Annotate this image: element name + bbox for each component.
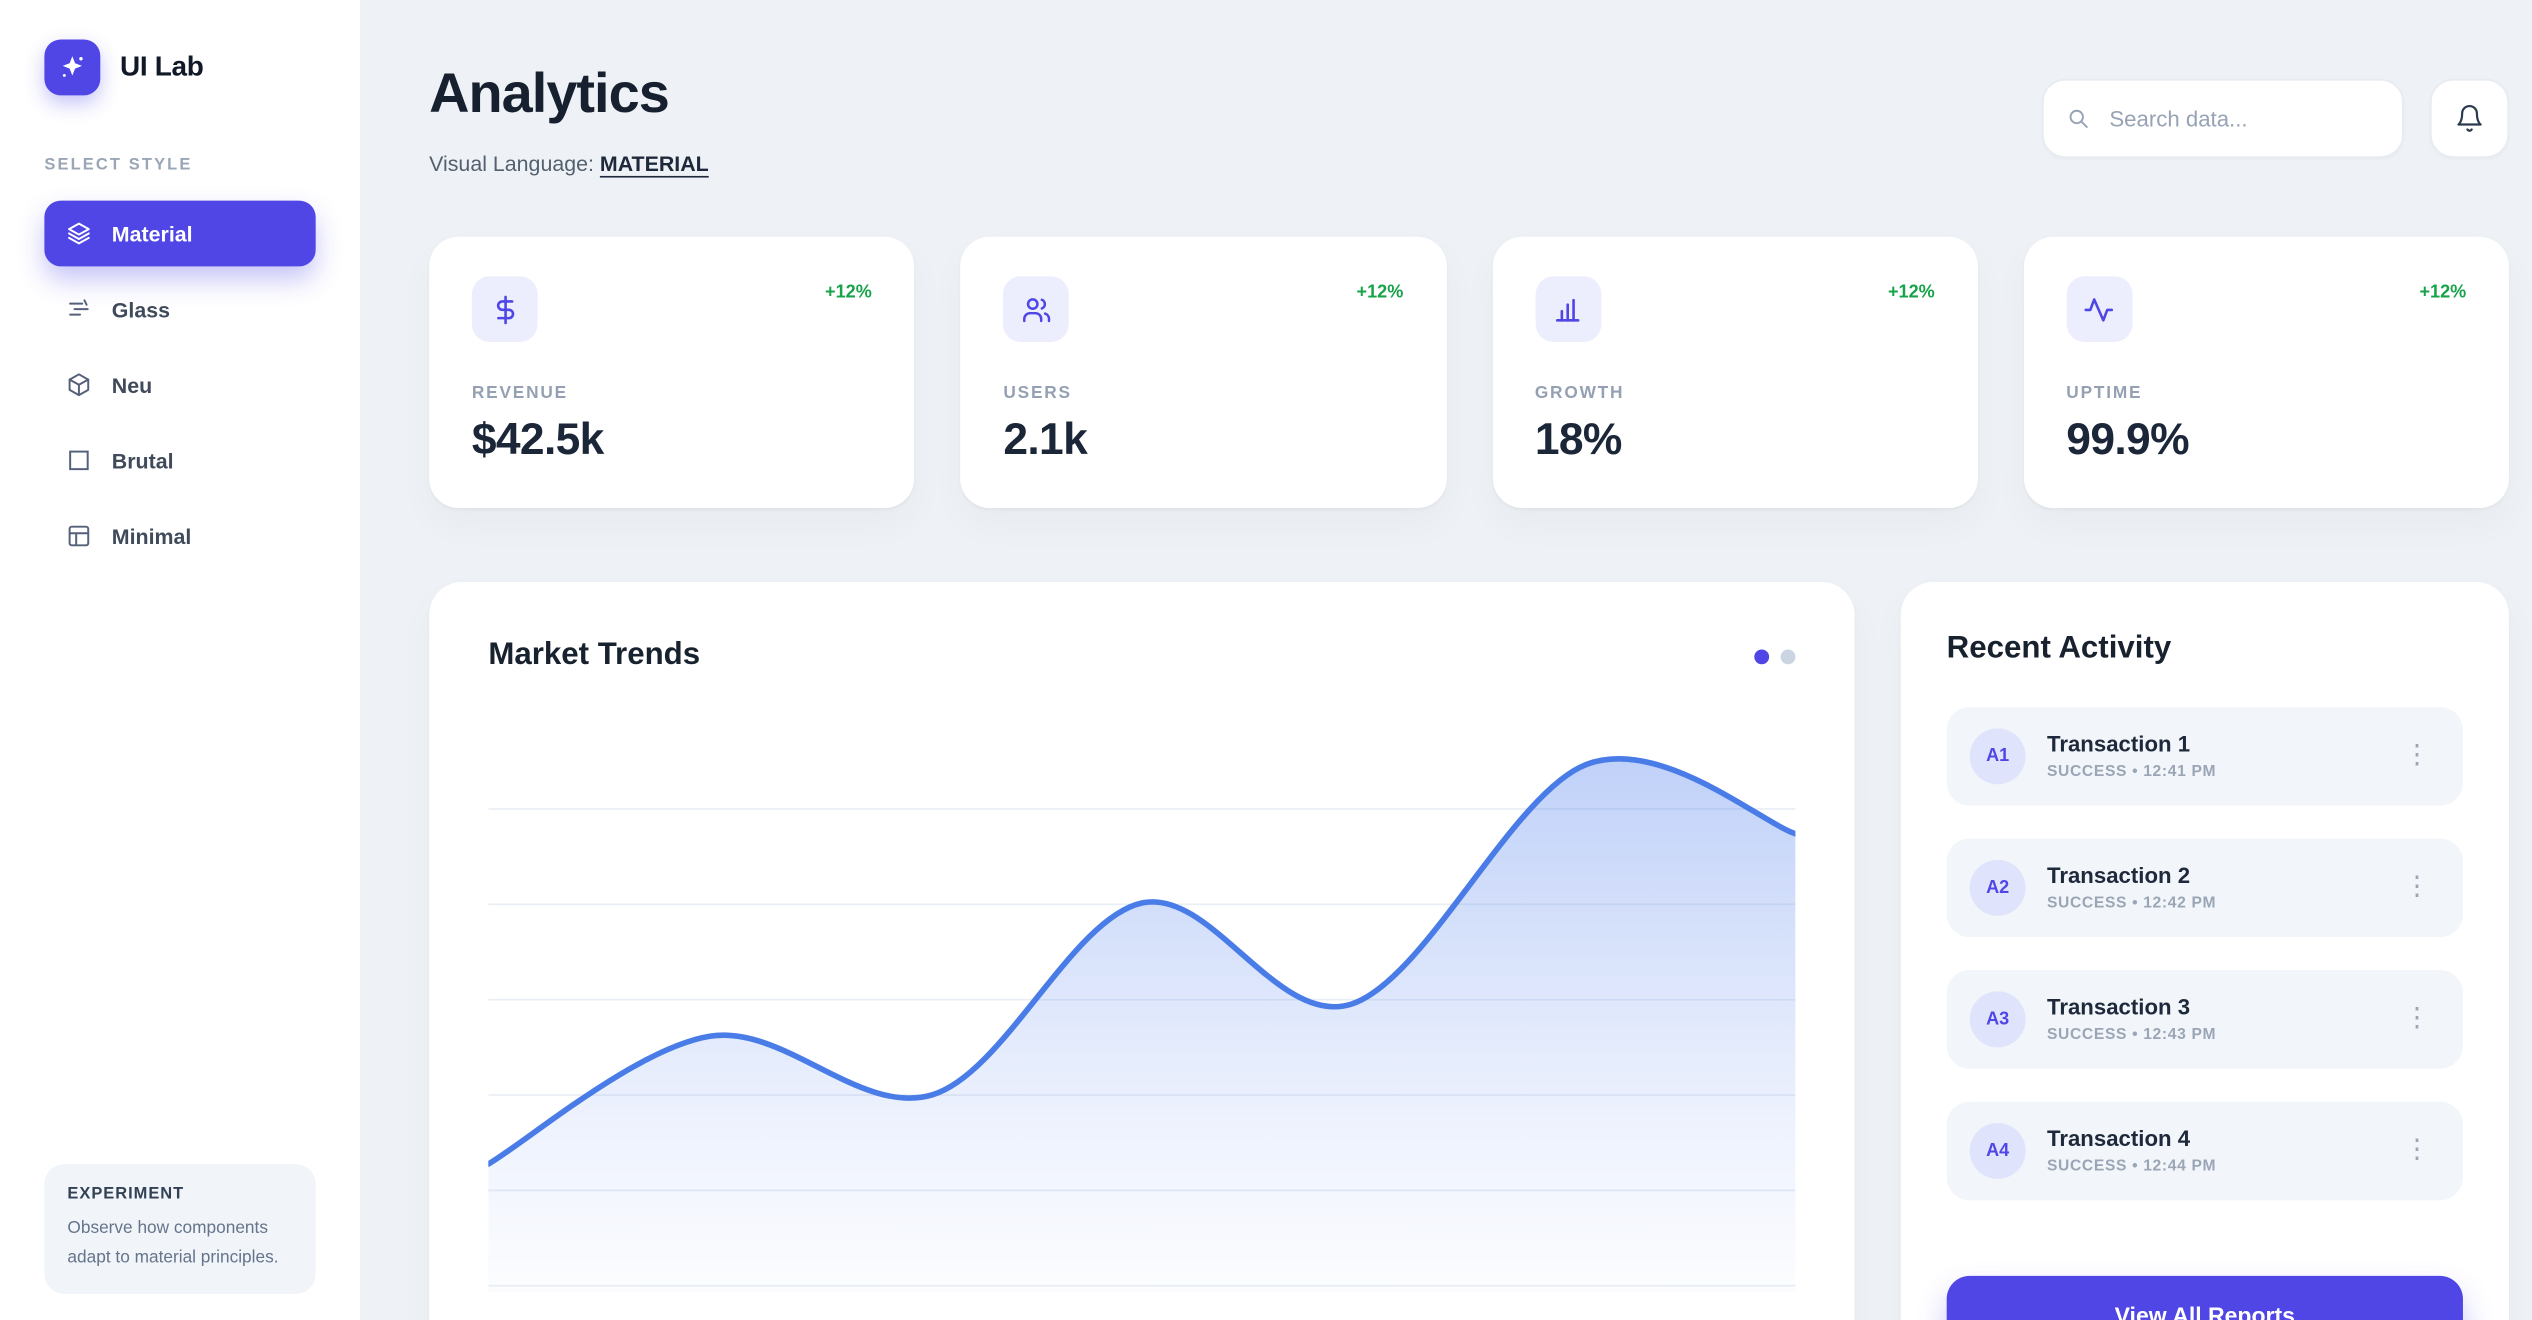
square-icon <box>69 450 89 471</box>
visual-language-link[interactable]: MATERIAL <box>599 151 709 176</box>
item-text: Transaction 1 SUCCESS • 12:41 PM <box>2047 732 2216 781</box>
transaction-title: Transaction 3 <box>2046 994 2191 1020</box>
avatar: A3 <box>1969 991 2026 1048</box>
topbar: Analytics Visual Language: MATERIAL <box>429 62 2509 176</box>
brand: UI Lab <box>44 39 315 96</box>
chart-area-fill <box>488 758 1796 1293</box>
notifications-button[interactable] <box>2430 78 2509 158</box>
nav-label: Minimal <box>111 523 192 549</box>
stat-delta: +12% <box>1356 282 1404 303</box>
kebab-menu-icon[interactable]: ⋮ <box>2394 737 2440 776</box>
item-text: Transaction 2 SUCCESS • 12:42 PM <box>2047 863 2216 912</box>
chart-area <box>488 720 1796 1293</box>
sidebar-item-brutal[interactable]: Brutal <box>44 427 315 493</box>
avatar: A4 <box>1969 1122 2026 1179</box>
list-item: A3 Transaction 3 SUCCESS • 12:43 PM ⋮ <box>1946 970 2463 1069</box>
stat-value: 99.9% <box>2066 414 2189 464</box>
transaction-title: Transaction 1 <box>2046 731 2191 757</box>
transaction-meta: SUCCESS • 12:42 PM <box>2046 894 2217 913</box>
transaction-meta: SUCCESS • 12:44 PM <box>2046 1157 2217 1176</box>
stat-value: 18% <box>1534 414 1623 464</box>
transaction-meta: SUCCESS • 12:41 PM <box>2046 762 2217 781</box>
nav-label: Material <box>111 221 193 246</box>
transaction-title: Transaction 4 <box>2046 1126 2191 1151</box>
stat-value: 2.1k <box>1003 414 1088 464</box>
dollar-icon <box>471 276 538 342</box>
page-heading: Analytics Visual Language: MATERIAL <box>429 62 709 175</box>
top-actions <box>2042 78 2509 158</box>
stat-label: REVENUE <box>471 383 569 403</box>
experiment-title: EXPERIMENT <box>67 1186 185 1205</box>
search-input[interactable] <box>2106 104 2380 133</box>
subtitle-prefix: Visual Language: <box>429 151 600 176</box>
market-trends-card: Market Trends <box>429 582 1855 1320</box>
sparkle-icon <box>62 56 83 77</box>
stat-card-users: +12% USERS 2.1k <box>960 236 1447 509</box>
bell-icon <box>2457 105 2482 132</box>
sidebar-item-neu[interactable]: Neu <box>44 352 315 418</box>
carousel-dot[interactable] <box>1780 648 1796 664</box>
stat-value: $42.5k <box>471 414 604 464</box>
kebab-menu-icon[interactable]: ⋮ <box>2394 868 2440 907</box>
stat-card-growth: +12% GROWTH 18% <box>1492 236 1978 509</box>
kebab-menu-icon[interactable]: ⋮ <box>2394 1000 2440 1039</box>
nav-label: Glass <box>111 296 171 322</box>
item-text: Transaction 4 SUCCESS • 12:44 PM <box>2047 1126 2216 1175</box>
stat-delta: +12% <box>2419 282 2467 303</box>
stat-label: USERS <box>1003 383 1072 403</box>
market-trends-title: Market Trends <box>488 637 701 673</box>
market-trends-chart <box>488 756 1796 1293</box>
sidebar-item-minimal[interactable]: Minimal <box>44 503 315 569</box>
stat-label: UPTIME <box>2066 383 2143 403</box>
stat-delta: +12% <box>825 282 872 303</box>
transaction-meta: SUCCESS • 12:43 PM <box>2046 1025 2217 1045</box>
carousel-dots <box>1754 648 1796 664</box>
style-nav: Material Glass Neu Brutal <box>44 200 316 569</box>
content-row: Market Trends <box>429 582 2509 1320</box>
stat-card-uptime: +12% UPTIME 99.9% <box>2023 236 2509 509</box>
carousel-dot[interactable] <box>1754 648 1770 664</box>
transaction-title: Transaction 2 <box>2046 863 2191 888</box>
search-icon <box>2069 109 2088 128</box>
page-title: Analytics <box>429 62 670 125</box>
users-icon <box>1003 276 1070 342</box>
stats-row: +12% REVENUE $42.5k +12% USERS 2.1k <box>429 236 2509 509</box>
logo-icon <box>44 39 101 96</box>
glass-icon <box>69 299 89 316</box>
list-item: A1 Transaction 1 SUCCESS • 12:41 PM ⋮ <box>1946 706 2463 806</box>
list-item: A2 Transaction 2 SUCCESS • 12:42 PM ⋮ <box>1946 838 2463 938</box>
sidebar-section-label: SELECT STYLE <box>44 156 193 175</box>
layout-icon <box>68 525 90 547</box>
list-item: A4 Transaction 4 SUCCESS • 12:44 PM ⋮ <box>1946 1101 2463 1201</box>
layers-icon <box>68 222 90 245</box>
recent-activity-card: Recent Activity A1 Transaction 1 SUCCESS… <box>1900 582 2509 1320</box>
box-icon <box>68 373 90 397</box>
nav-label: Neu <box>111 372 153 398</box>
kebab-menu-icon[interactable]: ⋮ <box>2394 1131 2440 1170</box>
recent-activity-title: Recent Activity <box>1946 631 2172 666</box>
stat-delta: +12% <box>1887 282 1935 303</box>
sidebar: UI Lab SELECT STYLE Material Glass Neu <box>0 0 362 1320</box>
chart-line <box>488 756 1796 1167</box>
view-all-reports-button[interactable]: View All Reports <box>1946 1275 2463 1320</box>
sidebar-item-glass[interactable]: Glass <box>44 276 315 342</box>
main-content: Analytics Visual Language: MATERIAL <box>362 0 2532 1320</box>
nav-label: Brutal <box>111 448 174 473</box>
sidebar-item-material[interactable]: Material <box>44 200 316 267</box>
avatar: A2 <box>1969 859 2026 916</box>
experiment-body: Observe how components adapt to material… <box>67 1218 279 1268</box>
avatar: A1 <box>1969 728 2026 785</box>
visual-language-subtitle: Visual Language: MATERIAL <box>429 151 709 176</box>
bar-chart-icon <box>1534 276 1601 342</box>
activity-list: A1 Transaction 1 SUCCESS • 12:41 PM ⋮ A2… <box>1946 706 2463 1201</box>
item-text: Transaction 3 SUCCESS • 12:43 PM <box>2047 995 2216 1044</box>
activity-icon <box>2066 276 2133 342</box>
experiment-card: EXPERIMENT Observe how components adapt … <box>44 1164 316 1294</box>
brand-name: UI Lab <box>120 50 204 83</box>
stat-card-revenue: +12% REVENUE $42.5k <box>429 236 915 509</box>
stat-label: GROWTH <box>1534 383 1625 403</box>
search-box[interactable] <box>2042 78 2404 158</box>
